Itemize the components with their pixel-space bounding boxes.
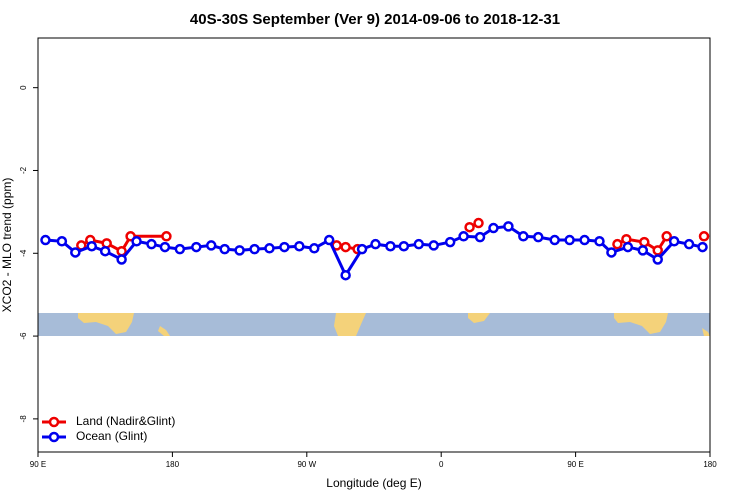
data-point (219, 243, 230, 255)
data-point (340, 269, 351, 281)
data-point (661, 231, 672, 242)
x-tick-label: 90 E (567, 460, 583, 469)
x-tick-label: 90 W (297, 460, 316, 469)
x-tick-label: 180 (166, 460, 180, 469)
data-point (370, 238, 381, 250)
data-point (458, 231, 469, 242)
data-point (40, 234, 51, 246)
data-point (639, 236, 650, 248)
map-band (38, 313, 710, 336)
data-point (594, 236, 605, 247)
data-point (146, 238, 157, 250)
legend-marker (48, 431, 60, 443)
data-point (116, 254, 127, 265)
data-point (652, 245, 663, 256)
data-point (533, 231, 544, 243)
data-point (99, 245, 111, 257)
legend-marker (48, 416, 60, 428)
data-point (612, 238, 623, 250)
data-point (428, 240, 439, 251)
data-point (637, 245, 649, 256)
y-tick-label: 0 (19, 85, 28, 90)
data-point (444, 236, 456, 248)
data-point (606, 247, 617, 258)
x-tick-label: 180 (703, 460, 717, 469)
y-tick-label: -4 (19, 249, 28, 257)
data-point (683, 238, 695, 250)
data-point (518, 231, 529, 242)
y-tick-label: -8 (19, 415, 28, 423)
data-point (622, 241, 634, 253)
data-point (131, 236, 142, 247)
y-tick-label: -2 (19, 166, 28, 174)
data-point (579, 234, 590, 246)
data-point (191, 241, 202, 253)
data-point (356, 243, 368, 255)
data-point (698, 231, 710, 242)
data-point (86, 240, 98, 252)
data-point (668, 236, 680, 247)
data-point (234, 245, 245, 256)
data-point (473, 217, 484, 229)
chart-title: 40S-30S September (Ver 9) 2014-09-06 to … (190, 11, 560, 28)
data-point (464, 221, 475, 233)
data-point (488, 222, 499, 234)
x-tick-label: 0 (439, 460, 444, 469)
y-axis-label: XCO2 - MLO trend (ppm) (0, 178, 14, 313)
data-point (564, 234, 575, 246)
data-point (503, 221, 514, 232)
data-point (159, 241, 171, 253)
data-point (174, 243, 186, 255)
data-point (697, 241, 708, 253)
data-point (249, 243, 260, 255)
legend-label: Land (Nadir&Glint) (76, 414, 175, 428)
data-point (70, 247, 81, 258)
x-tick-label: 90 E (30, 460, 46, 469)
data-point (549, 234, 560, 246)
data-point (652, 254, 663, 265)
data-point (161, 231, 172, 242)
data-point (340, 241, 351, 253)
plot-frame (37, 37, 711, 453)
data-point (323, 234, 335, 246)
data-point (309, 243, 320, 254)
data-point (264, 243, 275, 254)
data-point (385, 240, 396, 252)
data-point (474, 231, 486, 243)
data-point (398, 240, 410, 252)
data-point (279, 241, 290, 253)
legend-label: Ocean (Glint) (76, 429, 147, 443)
series-line (45, 224, 703, 279)
x-axis-label: Longitude (deg E) (326, 476, 421, 490)
data-point (56, 236, 68, 247)
data-point (294, 240, 305, 252)
data-point (205, 240, 217, 251)
data-point (413, 238, 425, 250)
y-tick-label: -6 (19, 332, 28, 340)
